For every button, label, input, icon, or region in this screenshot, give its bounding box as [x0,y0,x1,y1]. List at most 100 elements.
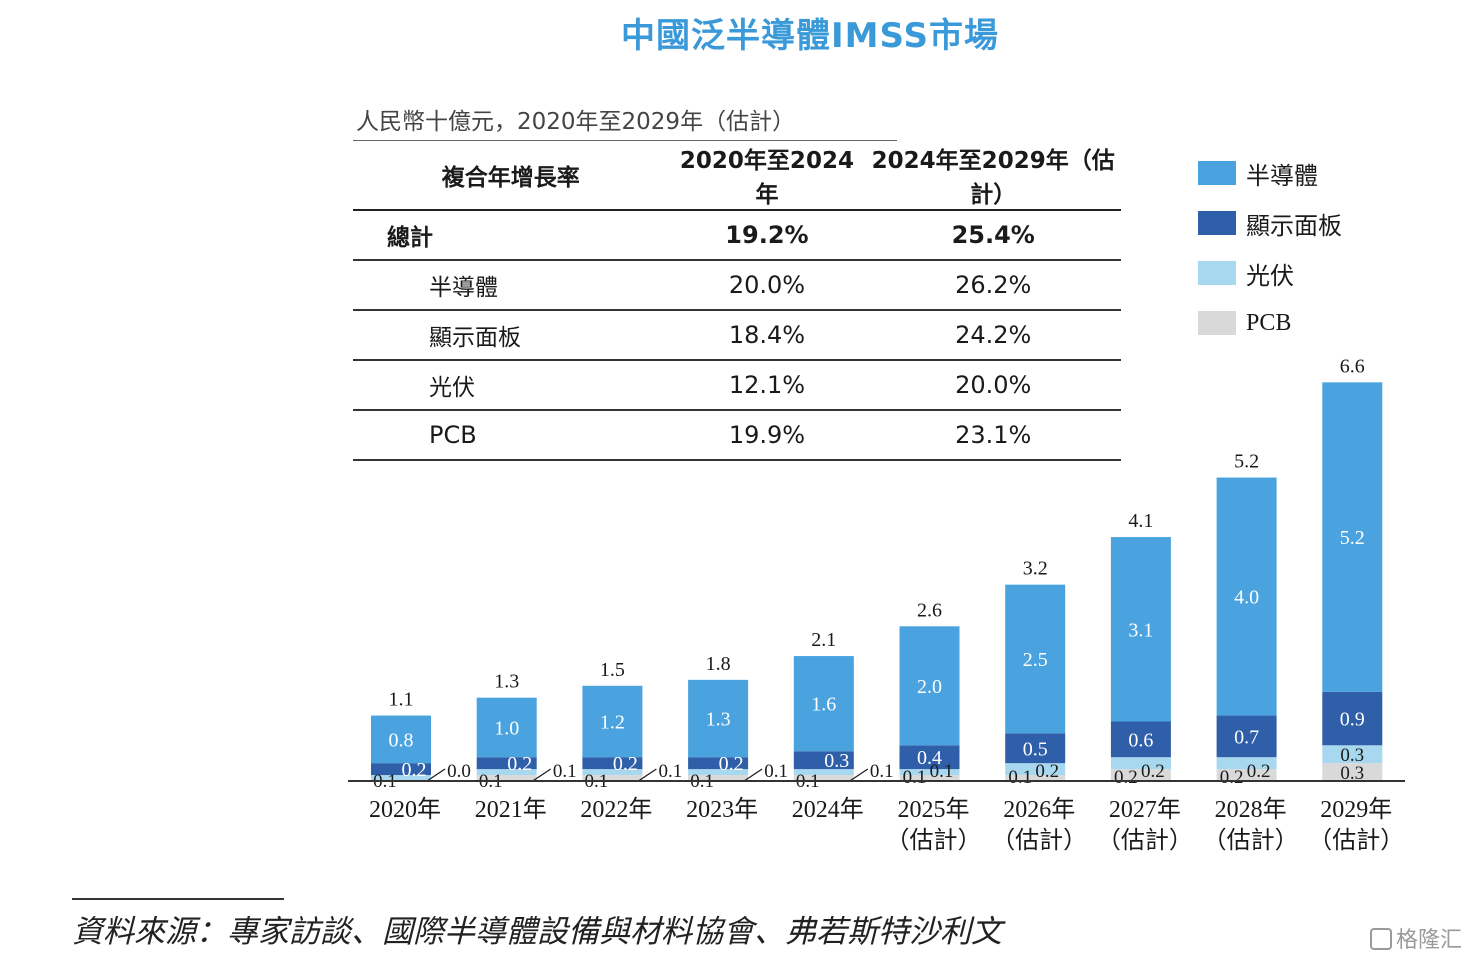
x-tick-label: （估計） [1203,827,1299,854]
data-label-pcb: 0.1 [659,761,683,782]
bar-segment-pcb [582,775,643,781]
cagr-row-pv: 光伏 12.1% 20.0% [353,360,1121,411]
bar-segment-pv [793,769,854,776]
cagr-value: 25.4% [865,210,1121,261]
data-label-pcb: 0.2 [1220,767,1244,788]
legend-item-pcb: PCB [1198,298,1342,348]
data-label-total: 2.6 [917,599,942,621]
legend-label: 光伏 [1246,261,1294,290]
data-label-pv: 0.2 [1247,761,1271,782]
legend-swatch [1198,161,1236,185]
bar-segment-semiconductor [582,685,643,758]
bar-segment-display [582,757,643,770]
data-label-pcb: 0.3 [1340,763,1364,784]
data-label-semiconductor: 0.8 [389,729,414,751]
legend-label: PCB [1246,309,1292,336]
data-label-display: 0.2 [719,753,744,775]
cagr-row-label: 顯示面板 [353,310,669,361]
cagr-value: 24.2% [865,310,1121,361]
cagr-value: 19.9% [668,410,866,461]
data-label-pcb: 0.1 [903,767,927,788]
cagr-value: 20.0% [865,360,1121,411]
footer-divider [72,898,284,900]
bar-segment-display [371,763,431,776]
bar-segment-pcb [1322,763,1383,781]
data-label-total: 1.3 [494,671,519,693]
x-tick-label: （估計） [886,827,982,854]
x-tick-label: （估計） [1097,827,1193,854]
source-note: 資料來源：專家訪談、國際半導體設備與材料協會、弗若斯特沙利文 [72,914,1002,950]
data-label-display: 0.2 [613,753,638,775]
bar-segment-pcb [793,775,854,781]
bar-segment-pcb [476,775,537,781]
data-label-total: 2.1 [811,629,836,651]
data-label-pv: 0.2 [1035,761,1059,782]
bar-segment-pcb [688,775,749,781]
bar-segment-semiconductor [1005,584,1066,734]
data-label-total: 6.6 [1340,355,1365,377]
cagr-value: 19.2% [668,210,866,261]
cagr-value: 12.1% [668,360,866,411]
data-label-pv: 0.2 [1141,761,1165,782]
data-label-semiconductor: 1.6 [811,694,836,716]
data-label-display: 0.6 [1128,729,1153,751]
cagr-row-label: PCB [353,410,669,461]
bar-segment-semiconductor [476,697,537,758]
cagr-header-row: 複合年增長率 2020年至2024年 2024年至2029年（估計） [353,141,1121,211]
data-label-display: 0.3 [824,750,849,772]
bar-segment-pv [1216,757,1277,770]
data-label-total: 1.8 [706,653,731,675]
unit-divider [353,140,897,141]
cagr-value: 20.0% [668,260,866,311]
bar-segment-pv [476,769,537,776]
leader-line [532,768,552,782]
x-tick-label: 2021年 [475,796,547,823]
bar-segment-pv [1110,757,1171,770]
data-label-pcb: 0.1 [553,761,577,782]
legend-item-pv: 光伏 [1198,248,1342,298]
bar-segment-pv [688,769,749,776]
legend-swatch [1198,261,1236,285]
bar-segment-semiconductor [688,679,749,758]
x-tick-label: 2026年 [1003,796,1075,823]
bar-segment-display [1322,691,1383,746]
bar-segment-semiconductor [1322,382,1383,692]
legend-swatch [1198,311,1236,335]
bar-segment-pv [582,769,643,776]
watermark: 格隆汇 [1370,922,1462,954]
data-label-display: 0.5 [1023,738,1048,760]
data-label-semiconductor: 1.2 [600,712,625,734]
bar-segment-pcb [1216,769,1277,781]
data-label-semiconductor: 4.0 [1234,587,1259,609]
leader-line [426,768,446,782]
data-label-total: 5.2 [1234,451,1259,473]
cagr-header-period-2: 2024年至2029年（估計） [865,141,1121,211]
bar-segment-pv [371,775,431,781]
legend-item-semiconductor: 半導體 [1198,148,1342,198]
bar-segment-display [476,757,537,770]
x-tick-label: 2022年 [580,796,652,823]
x-tick-label: 2029年 [1320,796,1392,823]
data-label-semiconductor: 3.1 [1128,619,1153,641]
data-label-display: 0.2 [402,759,427,781]
data-label-semiconductor: 2.0 [917,676,942,698]
cagr-row-label: 總計 [353,210,669,261]
bar-segment-pv [1005,763,1066,776]
data-label-pv: 0.3 [1340,745,1364,766]
cagr-row-label: 半導體 [353,260,669,311]
x-tick-label: 2025年 [898,796,970,823]
legend-label: 顯示面板 [1246,211,1342,240]
data-label-pcb: 0.1 [870,761,894,782]
data-label-pcb: 0.1 [1008,767,1032,788]
cagr-value: 26.2% [865,260,1121,311]
data-label-semiconductor: 1.3 [706,709,731,731]
leader-line [638,768,657,782]
bar-segment-semiconductor [793,656,854,752]
data-label-semiconductor: 1.0 [494,717,519,739]
legend-item-display: 顯示面板 [1198,198,1342,248]
data-label-semiconductor: 5.2 [1340,527,1365,549]
watermark-logo-icon [1370,928,1392,950]
cagr-header-label: 複合年增長率 [353,141,669,211]
x-tick-label: （估計） [991,827,1087,854]
cagr-row-display: 顯示面板 18.4% 24.2% [353,310,1121,361]
